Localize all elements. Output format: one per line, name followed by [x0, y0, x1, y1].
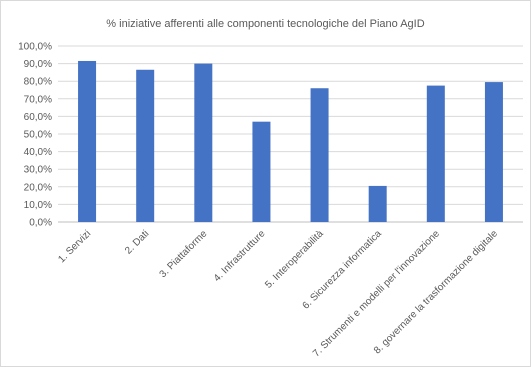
- y-tick-label: 100,0%: [18, 42, 52, 53]
- y-tick-label: 20,0%: [24, 182, 52, 193]
- x-tick-label: 3. Piattaforme: [158, 228, 210, 280]
- bar: [310, 88, 329, 223]
- x-tick-label: 5. Interoperabilità: [263, 228, 326, 291]
- bar: [194, 63, 213, 222]
- y-tick-label: 90,0%: [24, 59, 52, 70]
- y-tick-label: 40,0%: [24, 147, 52, 158]
- bar: [136, 69, 155, 222]
- y-tick-label: 50,0%: [24, 130, 52, 141]
- bars: [78, 60, 503, 223]
- y-tick-label: 70,0%: [24, 94, 52, 105]
- y-axis-ticks: 0,0% 10,0% 20,0% 30,0% 40,0% 50,0% 60,0% 70,0% 8…: [18, 42, 52, 229]
- y-tick-label: 80,0%: [24, 77, 52, 88]
- x-tick-label: 1. Servizi: [56, 228, 93, 265]
- x-tick-label: 8. governare la trasformazione digitale: [372, 228, 500, 356]
- x-axis-ticks: 1. Servizi 2. Dati 3. Piattaforme 4. Infras…: [56, 228, 500, 359]
- bar: [252, 121, 271, 222]
- x-tick-label: 7. Strumenti e modelli per l'innovazione: [311, 228, 442, 359]
- x-tick-label: 4. Infrastrutture: [212, 228, 268, 284]
- x-tick-label: 2. Dati: [123, 228, 151, 256]
- gridlines: [58, 45, 523, 223]
- chart-title: % iniziative afferenti alle componenti t…: [106, 18, 425, 30]
- bar: [484, 82, 503, 222]
- bar: [78, 60, 97, 223]
- y-tick-label: 30,0%: [24, 165, 52, 176]
- y-tick-label: 60,0%: [24, 112, 52, 123]
- y-tick-label: 10,0%: [24, 200, 52, 211]
- bar: [426, 85, 445, 222]
- y-tick-label: 0,0%: [29, 218, 52, 229]
- bar: [368, 185, 387, 222]
